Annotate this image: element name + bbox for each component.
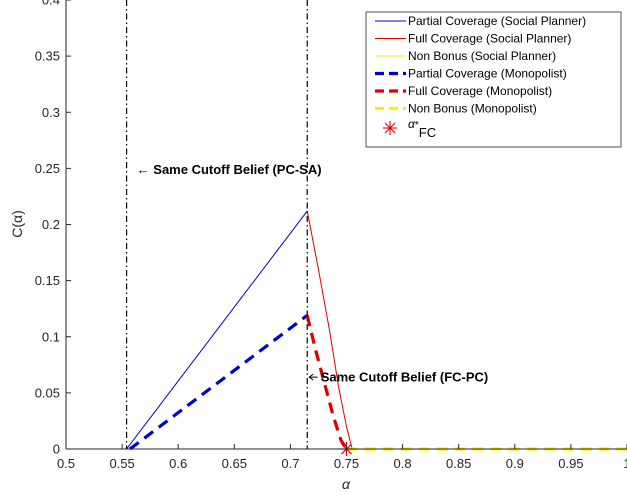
legend-label: Full Coverage (Social Planner) bbox=[408, 32, 571, 46]
legend-box bbox=[365, 11, 622, 148]
legend-label: Full Coverage (Monopolist) bbox=[408, 84, 552, 98]
series-line bbox=[306, 210, 353, 450]
x-tick-label: 0.8 bbox=[394, 456, 412, 471]
cutoff-label: ← Same Cutoff Belief (PC-SA) bbox=[137, 162, 322, 177]
series-line bbox=[305, 315, 348, 450]
y-tick-label: 0.1 bbox=[42, 329, 60, 344]
cutoff-label: Same Cutoff Belief (FC-PC) bbox=[321, 370, 489, 385]
x-tick-label: 0.6 bbox=[169, 456, 187, 471]
x-tick-label: 0.9 bbox=[506, 456, 524, 471]
legend-star-stroke bbox=[384, 122, 396, 134]
y-tick-label: 0.05 bbox=[35, 385, 60, 400]
x-tick-label: 1 bbox=[623, 456, 627, 471]
legend-star-label: α*FC bbox=[408, 117, 436, 140]
x-tick-label: 0.5 bbox=[57, 456, 75, 471]
y-axis-title: C(α) bbox=[9, 210, 25, 238]
y-tick-label: 0.2 bbox=[42, 217, 60, 232]
y-tick-label: 0.25 bbox=[35, 161, 60, 176]
x-axis-title: α bbox=[342, 476, 351, 492]
legend-label: Partial Coverage (Monopolist) bbox=[408, 67, 567, 81]
legend-label: Non Bonus (Social Planner) bbox=[408, 49, 556, 63]
x-tick-label: 0.65 bbox=[222, 456, 247, 471]
x-tick-label: 0.75 bbox=[334, 456, 359, 471]
legend-label: Non Bonus (Monopolist) bbox=[408, 102, 537, 116]
series-line bbox=[126, 210, 308, 450]
legend-label: Partial Coverage (Social Planner) bbox=[408, 14, 586, 28]
legend: Partial Coverage (Social Planner) Full Co… bbox=[365, 11, 622, 148]
x-tick-label: 0.7 bbox=[281, 456, 299, 471]
y-tick-label: 0 bbox=[53, 442, 60, 457]
y-tick-label: 0.15 bbox=[35, 273, 60, 288]
axes-layer: 0.5 0.55 0.6 0.65 0.7 0.75 0.8 0.85 0.9 0.95 1 0 0.0… bbox=[35, 0, 627, 471]
y-tick-label: 0.3 bbox=[42, 105, 60, 120]
x-tick-label: 0.85 bbox=[446, 456, 471, 471]
x-tick-label: 0.55 bbox=[109, 456, 134, 471]
series-line bbox=[128, 314, 309, 451]
y-tick-label: 0.35 bbox=[35, 49, 60, 64]
cutoff-arrowhead bbox=[308, 373, 314, 381]
y-tick-label: 0.4 bbox=[42, 0, 60, 8]
x-tick-label: 0.95 bbox=[558, 456, 583, 471]
legend-star-swatch bbox=[383, 121, 397, 135]
annotation-layer: ← Same Cutoff Belief (PC-SA) Same Cutoff … bbox=[125, 0, 489, 449]
